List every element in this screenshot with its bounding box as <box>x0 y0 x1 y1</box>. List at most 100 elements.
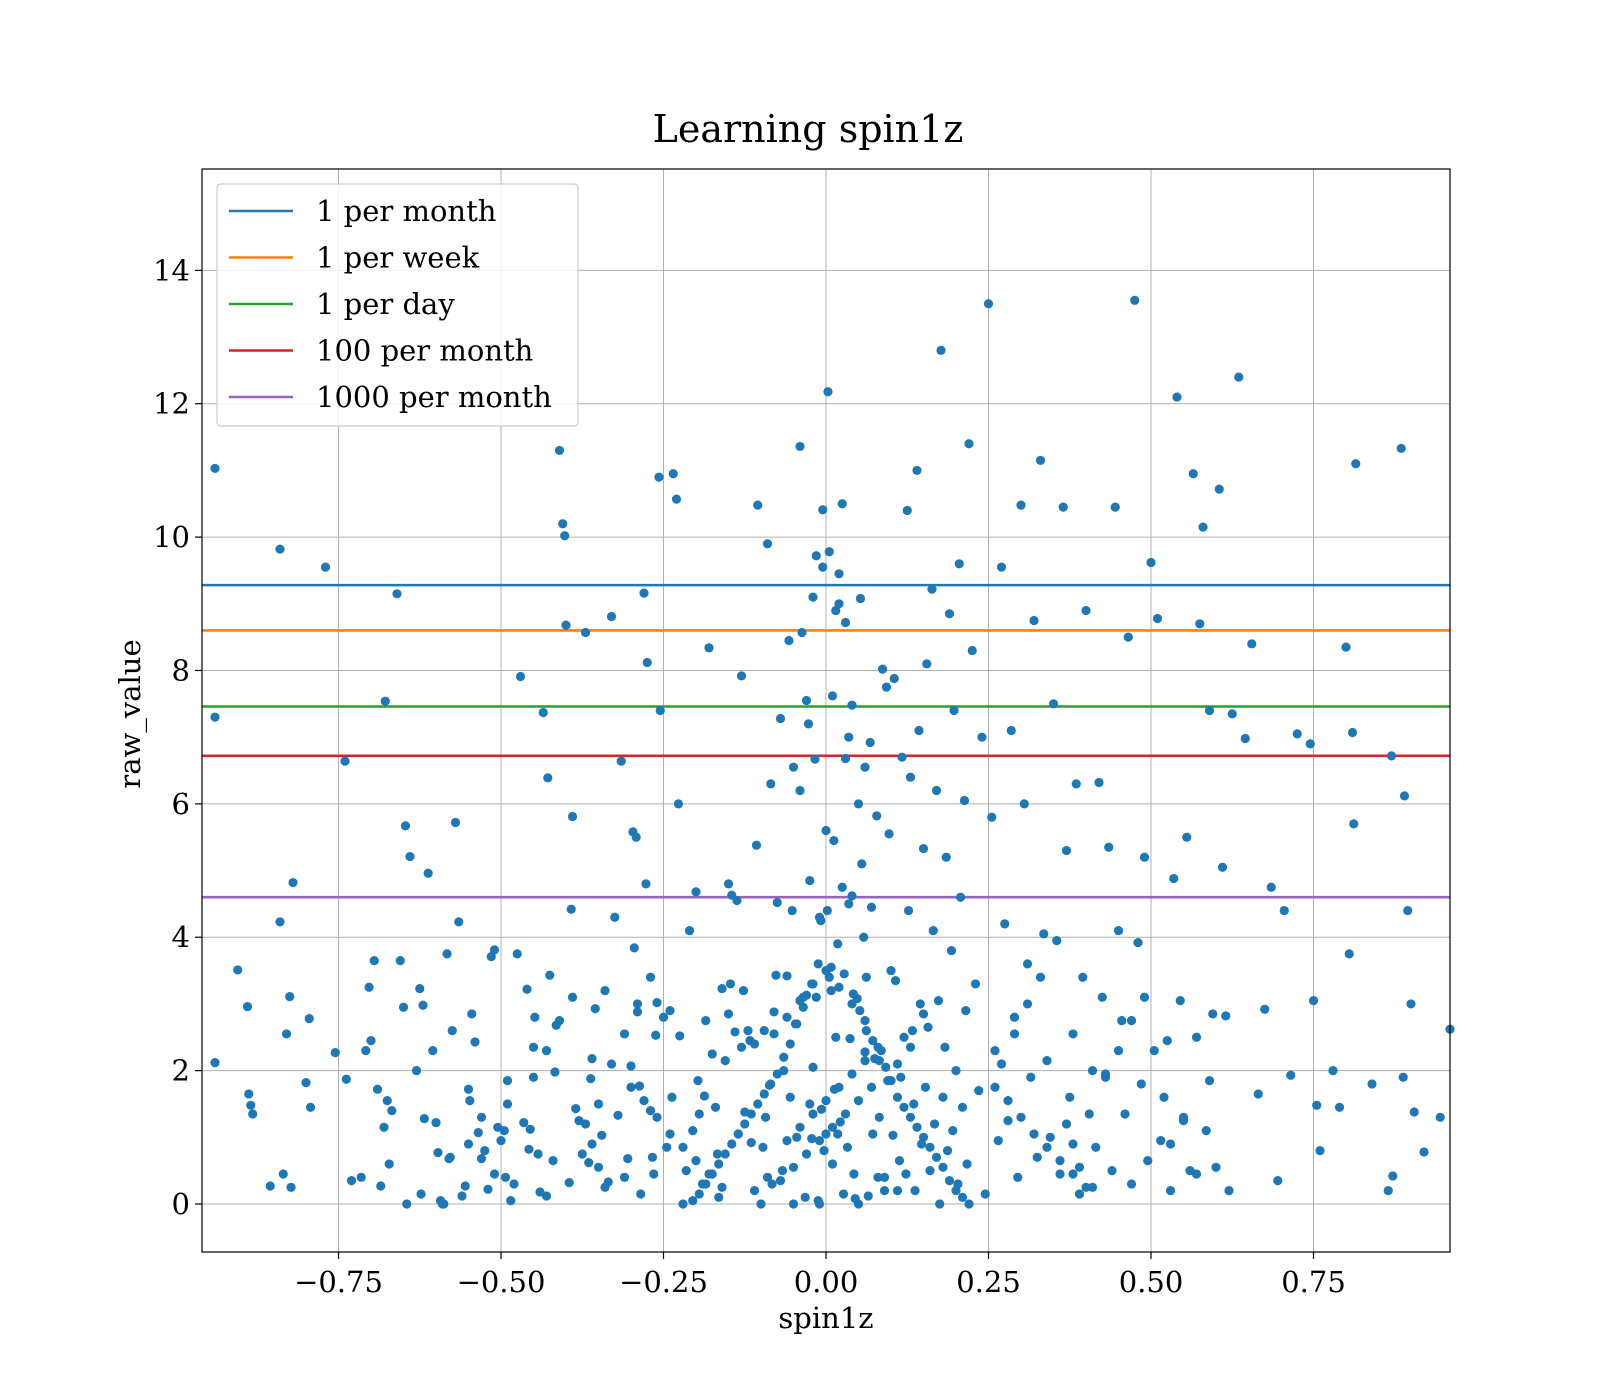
data-point <box>525 1124 535 1134</box>
x-tick-label: −0.50 <box>457 1265 546 1299</box>
data-point <box>743 1025 753 1036</box>
data-point <box>983 299 994 309</box>
data-point <box>1094 777 1104 788</box>
data-point <box>642 657 652 668</box>
data-point <box>233 965 243 975</box>
data-point <box>545 970 555 980</box>
data-point <box>1068 1029 1078 1039</box>
y-tick-label: 14 <box>153 253 190 287</box>
data-point <box>548 1156 558 1166</box>
data-point <box>1334 1102 1345 1112</box>
data-point <box>717 983 727 994</box>
data-point <box>626 1061 636 1071</box>
data-point <box>842 1142 853 1152</box>
data-point <box>1143 1156 1153 1166</box>
data-point <box>831 1032 841 1042</box>
legend-label: 1000 per month <box>316 380 552 414</box>
data-point <box>1139 992 1150 1002</box>
data-point <box>587 1139 597 1149</box>
data-point <box>826 985 836 996</box>
data-point <box>955 892 966 902</box>
data-point <box>1035 972 1046 982</box>
legend-label: 1 per day <box>316 287 455 321</box>
data-point <box>901 1169 911 1179</box>
data-point <box>699 1091 710 1101</box>
data-point <box>1221 1011 1231 1021</box>
data-point <box>606 611 617 622</box>
data-point <box>693 1076 703 1086</box>
chart-title: Learning spin1z <box>653 107 964 151</box>
data-point <box>814 1199 825 1209</box>
data-point <box>433 1148 443 1158</box>
data-point <box>837 499 847 509</box>
data-point <box>586 1074 596 1084</box>
data-point <box>792 1132 802 1142</box>
data-point <box>751 840 762 850</box>
data-point <box>528 1042 539 1052</box>
data-point <box>782 1136 792 1146</box>
data-point <box>1149 1046 1159 1056</box>
data-point <box>795 785 805 796</box>
data-point <box>538 707 548 718</box>
data-point <box>835 1117 845 1127</box>
data-point <box>977 732 987 742</box>
data-point <box>694 1189 704 1199</box>
data-point <box>923 1022 933 1032</box>
data-point <box>954 559 964 569</box>
data-point <box>1347 727 1358 738</box>
data-point <box>1100 1072 1111 1082</box>
data-point <box>416 1189 426 1199</box>
data-point <box>795 1122 805 1132</box>
data-point <box>619 1172 630 1182</box>
data-point <box>382 1096 392 1106</box>
data-point <box>463 1139 474 1149</box>
data-point <box>1260 1004 1270 1014</box>
data-point <box>824 547 834 557</box>
data-point <box>957 1192 968 1202</box>
data-point <box>1396 443 1406 454</box>
data-point <box>610 912 620 922</box>
data-point <box>1224 1186 1234 1196</box>
data-point <box>1169 873 1179 884</box>
data-point <box>889 673 899 684</box>
data-point <box>868 1129 878 1139</box>
data-point <box>808 592 818 602</box>
data-point <box>457 1191 467 1201</box>
data-point <box>859 932 869 942</box>
data-point <box>712 1149 723 1159</box>
y-axis-label: raw_value <box>113 639 148 788</box>
data-point <box>1162 1036 1172 1046</box>
data-point <box>833 939 843 949</box>
data-point <box>320 562 331 572</box>
data-point <box>1234 372 1244 382</box>
data-point <box>837 882 847 892</box>
data-point <box>816 1104 827 1114</box>
data-point <box>1312 1100 1322 1110</box>
data-point <box>808 979 818 989</box>
data-point <box>807 1134 817 1144</box>
data-point <box>528 1072 539 1082</box>
data-point <box>931 785 942 796</box>
data-point <box>1191 1032 1202 1042</box>
data-point <box>550 1067 560 1077</box>
data-point <box>777 1166 788 1176</box>
data-point <box>1146 557 1156 568</box>
data-point <box>813 959 823 969</box>
data-point <box>645 1106 656 1116</box>
scatter-points <box>210 295 1455 1209</box>
data-point <box>914 725 924 736</box>
data-point <box>402 1199 412 1209</box>
data-point <box>509 1179 519 1189</box>
data-point <box>541 1046 552 1056</box>
legend-label: 1 per week <box>316 241 480 275</box>
data-point <box>1191 1169 1202 1179</box>
data-point <box>1159 1092 1169 1102</box>
data-point <box>1081 1182 1091 1192</box>
data-point <box>758 1142 768 1152</box>
data-point <box>675 1031 685 1041</box>
data-point <box>784 635 794 646</box>
data-point <box>720 1149 730 1159</box>
data-point <box>613 1110 623 1120</box>
data-point <box>580 627 591 638</box>
data-point <box>803 719 814 729</box>
